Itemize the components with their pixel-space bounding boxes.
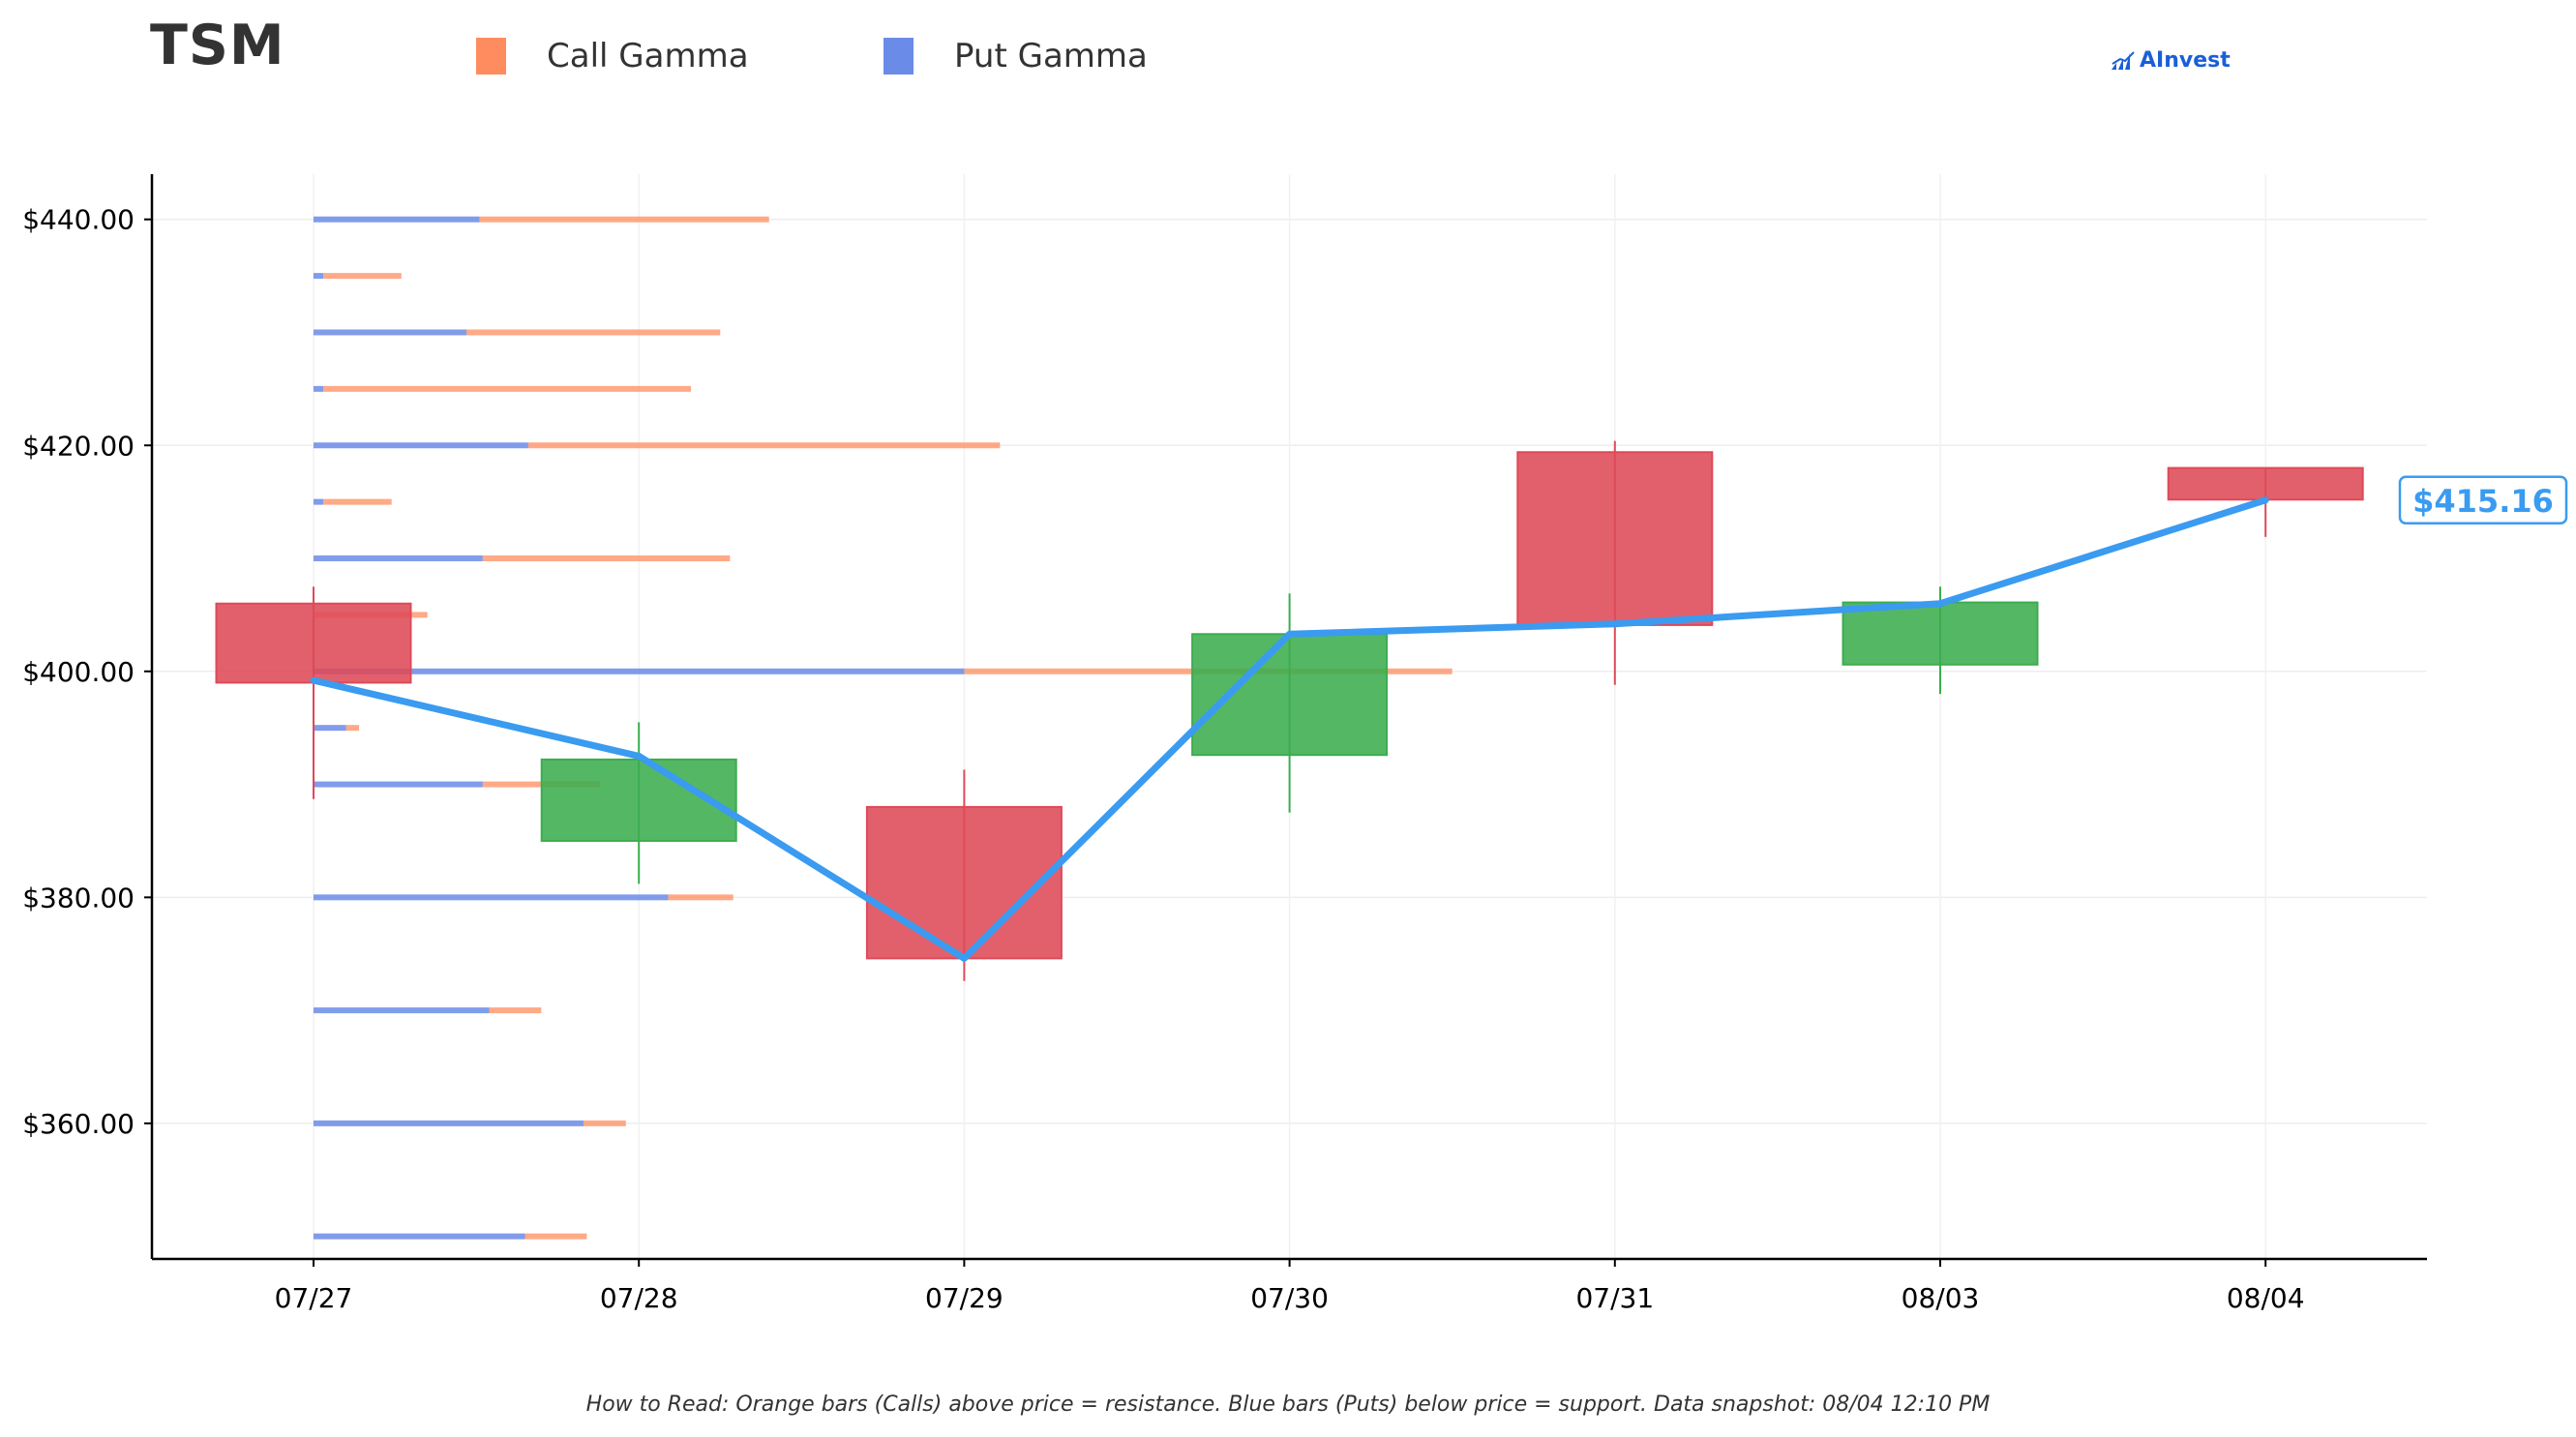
- put-gamma-bar: [314, 555, 483, 562]
- put-gamma-bar: [314, 781, 483, 788]
- price-line-layer: [310, 496, 2269, 962]
- axes-layer: [144, 174, 2427, 1267]
- call-gamma-bar: [584, 1120, 626, 1126]
- put-gamma-bar: [314, 498, 324, 505]
- gamma-bars-layer: [314, 216, 1453, 1240]
- brand-name: AInvest: [2140, 48, 2231, 73]
- put-gamma-bar: [314, 725, 346, 732]
- x-tick-label: 07/27: [275, 1282, 353, 1314]
- footnote: How to Read: Orange bars (Calls) above p…: [585, 1392, 1991, 1417]
- y-tick-label: $400.00: [22, 656, 135, 688]
- call-gamma-bar: [323, 498, 392, 505]
- x-tick-label: 07/30: [1250, 1282, 1329, 1314]
- candle-body: [1516, 451, 1714, 626]
- legend-call-gamma-label: Call Gamma: [547, 37, 749, 75]
- legend-put-gamma: Put Gamma: [884, 37, 1148, 75]
- call-gamma-bar: [323, 385, 691, 392]
- legend-put-gamma-label: Put Gamma: [954, 37, 1148, 75]
- last-price-badge: [2398, 475, 2568, 525]
- y-tick-label: $420.00: [22, 430, 135, 462]
- legend-call-gamma: Call Gamma: [476, 37, 749, 75]
- brand-logo: AInvest: [2111, 48, 2231, 73]
- y-tick-label: $380.00: [22, 882, 135, 913]
- put-gamma-bar: [314, 668, 965, 674]
- put-gamma-bar: [314, 442, 528, 449]
- candle-body: [1842, 601, 2039, 666]
- put-gamma-bar: [314, 894, 669, 901]
- ticker-symbol: TSM: [150, 14, 285, 77]
- labels-layer: $360.00 $380.00 $400.00 $420.00 $440.00 07/27…: [22, 204, 2568, 1314]
- put-gamma-bar: [314, 216, 480, 223]
- x-tick-label: 07/31: [1575, 1282, 1654, 1314]
- candle-body: [865, 805, 1063, 960]
- call-gamma-bar: [479, 216, 769, 223]
- call-gamma-bar: [527, 442, 1001, 449]
- x-tick-label: 07/29: [925, 1282, 1003, 1314]
- call-gamma-bar: [482, 555, 731, 562]
- y-tick-label: $440.00: [22, 204, 135, 236]
- call-gamma-bar: [668, 894, 734, 901]
- price-line: [310, 496, 2269, 962]
- x-tick-label: 08/03: [1902, 1282, 1980, 1314]
- x-tick-label: 07/28: [600, 1282, 678, 1314]
- call-gamma-bar: [466, 329, 721, 336]
- candle-body: [215, 602, 412, 684]
- put-gamma-bar: [314, 273, 324, 280]
- x-tick-label: 08/04: [2227, 1282, 2305, 1314]
- call-gamma-bar: [524, 1233, 587, 1240]
- y-tick-label: $360.00: [22, 1108, 135, 1140]
- call-gamma-swatch-icon: [476, 38, 506, 75]
- candle-body: [2167, 466, 2364, 501]
- call-gamma-bar: [345, 725, 360, 732]
- candle-body: [1191, 633, 1389, 757]
- put-gamma-bar: [314, 329, 467, 336]
- last-price-label: $415.16: [2412, 483, 2554, 520]
- candles-layer: [215, 440, 2364, 981]
- brand-chart-icon: [2112, 50, 2135, 70]
- call-gamma-bar: [489, 1007, 542, 1014]
- call-gamma-bar: [323, 273, 402, 280]
- put-gamma-bar: [314, 1233, 525, 1240]
- put-gamma-swatch-icon: [884, 38, 914, 75]
- put-gamma-bar: [314, 385, 324, 392]
- put-gamma-bar: [314, 1120, 584, 1126]
- put-gamma-bar: [314, 1007, 490, 1014]
